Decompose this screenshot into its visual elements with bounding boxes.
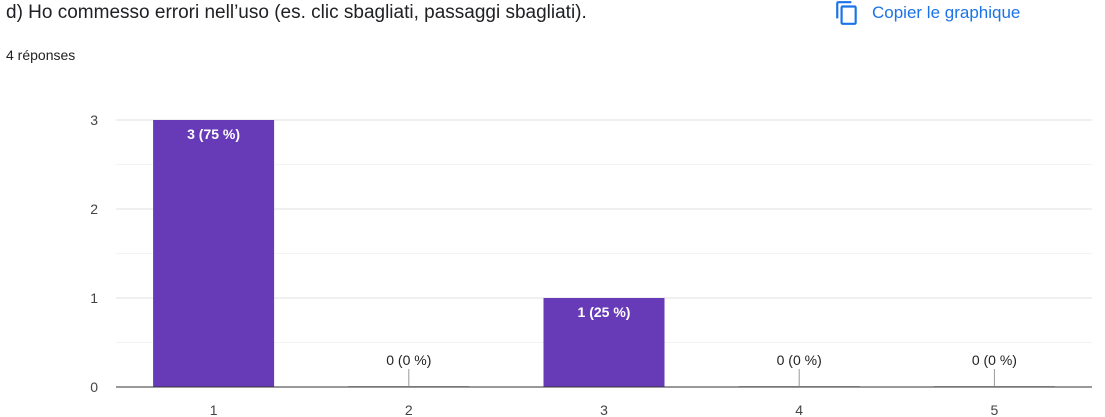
copy-icon	[836, 1, 857, 25]
bar	[153, 120, 275, 387]
data-label: 0 (0 %)	[972, 352, 1017, 368]
copy-chart-button[interactable]: Copier le graphique	[834, 0, 1020, 26]
data-label: 0 (0 %)	[777, 352, 822, 368]
bar	[543, 298, 665, 387]
y-tick-label: 3	[90, 112, 98, 128]
x-tick-label: 3	[600, 402, 608, 417]
data-label: 1 (25 %)	[578, 304, 631, 320]
data-label: 3 (75 %)	[187, 126, 240, 142]
y-tick-label: 1	[90, 290, 98, 306]
response-count: 4 réponses	[6, 47, 76, 63]
x-tick-label: 4	[795, 402, 803, 417]
y-tick-label: 2	[90, 201, 98, 217]
y-tick-label: 0	[90, 379, 98, 395]
question-title: d) Ho commesso errori nell’uso (es. clic…	[6, 2, 587, 23]
x-tick-label: 5	[991, 402, 999, 417]
x-tick-label: 2	[405, 402, 413, 417]
data-label: 0 (0 %)	[386, 352, 431, 368]
x-tick-label: 1	[210, 402, 218, 417]
copy-chart-label: Copier le graphique	[872, 3, 1021, 22]
